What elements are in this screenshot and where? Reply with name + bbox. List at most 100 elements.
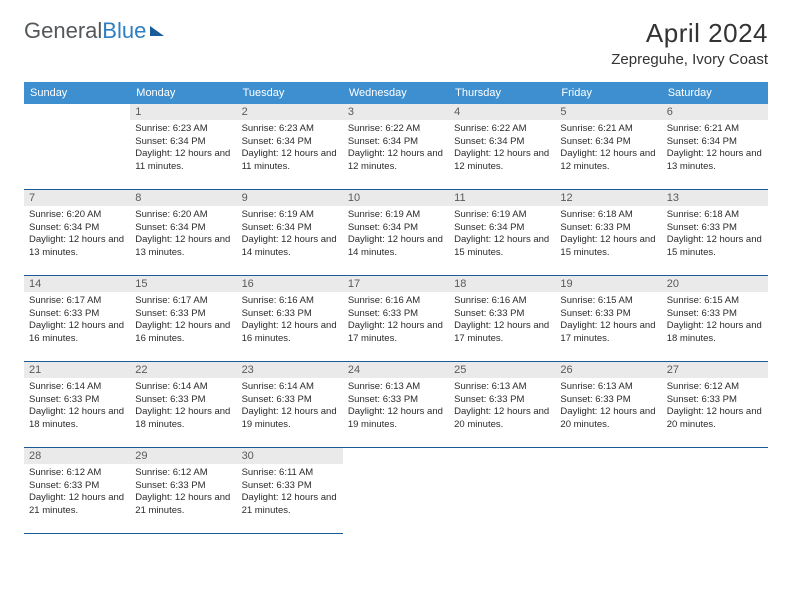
calendar-cell: 19Sunrise: 6:15 AMSunset: 6:33 PMDayligh… xyxy=(555,276,661,362)
sunrise-line: Sunrise: 6:18 AM xyxy=(560,209,656,222)
sunset-line: Sunset: 6:33 PM xyxy=(560,222,656,235)
dayname-sunday: Sunday xyxy=(24,82,130,104)
day-info: Sunrise: 6:19 AMSunset: 6:34 PMDaylight:… xyxy=(343,206,449,263)
daylight-line: Daylight: 12 hours and 15 minutes. xyxy=(560,234,656,259)
day-number: 18 xyxy=(449,276,555,292)
daylight-line: Daylight: 12 hours and 18 minutes. xyxy=(29,406,125,431)
day-number: 12 xyxy=(555,190,661,206)
logo-text-blue: Blue xyxy=(102,18,146,44)
dayname-friday: Friday xyxy=(555,82,661,104)
daylight-line: Daylight: 12 hours and 21 minutes. xyxy=(29,492,125,517)
daylight-line: Daylight: 12 hours and 18 minutes. xyxy=(667,320,763,345)
daylight-line: Daylight: 12 hours and 12 minutes. xyxy=(454,148,550,173)
dayname-row: SundayMondayTuesdayWednesdayThursdayFrid… xyxy=(24,82,768,104)
daylight-line: Daylight: 12 hours and 17 minutes. xyxy=(348,320,444,345)
sunset-line: Sunset: 6:34 PM xyxy=(348,136,444,149)
day-info: Sunrise: 6:22 AMSunset: 6:34 PMDaylight:… xyxy=(449,120,555,177)
calendar-cell: 4Sunrise: 6:22 AMSunset: 6:34 PMDaylight… xyxy=(449,104,555,190)
sunset-line: Sunset: 6:33 PM xyxy=(667,394,763,407)
calendar-cell: 24Sunrise: 6:13 AMSunset: 6:33 PMDayligh… xyxy=(343,362,449,448)
dayname-wednesday: Wednesday xyxy=(343,82,449,104)
sunrise-line: Sunrise: 6:18 AM xyxy=(667,209,763,222)
day-info: Sunrise: 6:15 AMSunset: 6:33 PMDaylight:… xyxy=(555,292,661,349)
day-number: 2 xyxy=(237,104,343,120)
sunrise-line: Sunrise: 6:13 AM xyxy=(348,381,444,394)
day-number: 11 xyxy=(449,190,555,206)
sunrise-line: Sunrise: 6:21 AM xyxy=(667,123,763,136)
calendar-cell: 1Sunrise: 6:23 AMSunset: 6:34 PMDaylight… xyxy=(130,104,236,190)
day-number: 23 xyxy=(237,362,343,378)
sunrise-line: Sunrise: 6:22 AM xyxy=(454,123,550,136)
day-info: Sunrise: 6:12 AMSunset: 6:33 PMDaylight:… xyxy=(24,464,130,521)
day-info: Sunrise: 6:20 AMSunset: 6:34 PMDaylight:… xyxy=(130,206,236,263)
calendar-cell: 25Sunrise: 6:13 AMSunset: 6:33 PMDayligh… xyxy=(449,362,555,448)
daylight-line: Daylight: 12 hours and 12 minutes. xyxy=(560,148,656,173)
sunset-line: Sunset: 6:34 PM xyxy=(242,136,338,149)
sunrise-line: Sunrise: 6:23 AM xyxy=(242,123,338,136)
dayname-saturday: Saturday xyxy=(662,82,768,104)
day-number: 29 xyxy=(130,448,236,464)
dayname-thursday: Thursday xyxy=(449,82,555,104)
sunset-line: Sunset: 6:33 PM xyxy=(29,394,125,407)
calendar-cell: 20Sunrise: 6:15 AMSunset: 6:33 PMDayligh… xyxy=(662,276,768,362)
sunset-line: Sunset: 6:33 PM xyxy=(560,308,656,321)
day-number: 25 xyxy=(449,362,555,378)
calendar-cell xyxy=(555,448,661,534)
calendar-cell: 26Sunrise: 6:13 AMSunset: 6:33 PMDayligh… xyxy=(555,362,661,448)
day-info: Sunrise: 6:20 AMSunset: 6:34 PMDaylight:… xyxy=(24,206,130,263)
day-number: 27 xyxy=(662,362,768,378)
day-number: 16 xyxy=(237,276,343,292)
calendar-cell: 10Sunrise: 6:19 AMSunset: 6:34 PMDayligh… xyxy=(343,190,449,276)
sunrise-line: Sunrise: 6:15 AM xyxy=(667,295,763,308)
day-info: Sunrise: 6:16 AMSunset: 6:33 PMDaylight:… xyxy=(343,292,449,349)
day-info: Sunrise: 6:19 AMSunset: 6:34 PMDaylight:… xyxy=(449,206,555,263)
sunrise-line: Sunrise: 6:16 AM xyxy=(242,295,338,308)
header: GeneralBlue April 2024 Zepreguhe, Ivory … xyxy=(24,18,768,68)
sunset-line: Sunset: 6:33 PM xyxy=(135,480,231,493)
dayname-monday: Monday xyxy=(130,82,236,104)
sunrise-line: Sunrise: 6:19 AM xyxy=(348,209,444,222)
sunset-line: Sunset: 6:34 PM xyxy=(454,222,550,235)
daylight-line: Daylight: 12 hours and 18 minutes. xyxy=(135,406,231,431)
daylight-line: Daylight: 12 hours and 21 minutes. xyxy=(242,492,338,517)
day-info: Sunrise: 6:22 AMSunset: 6:34 PMDaylight:… xyxy=(343,120,449,177)
sunrise-line: Sunrise: 6:20 AM xyxy=(29,209,125,222)
day-info: Sunrise: 6:14 AMSunset: 6:33 PMDaylight:… xyxy=(237,378,343,435)
daylight-line: Daylight: 12 hours and 19 minutes. xyxy=(348,406,444,431)
day-number: 5 xyxy=(555,104,661,120)
day-info: Sunrise: 6:21 AMSunset: 6:34 PMDaylight:… xyxy=(555,120,661,177)
sunset-line: Sunset: 6:34 PM xyxy=(29,222,125,235)
sunrise-line: Sunrise: 6:12 AM xyxy=(667,381,763,394)
day-number: 6 xyxy=(662,104,768,120)
calendar-cell: 2Sunrise: 6:23 AMSunset: 6:34 PMDaylight… xyxy=(237,104,343,190)
location: Zepreguhe, Ivory Coast xyxy=(611,51,768,68)
sunset-line: Sunset: 6:33 PM xyxy=(348,308,444,321)
sunrise-line: Sunrise: 6:13 AM xyxy=(560,381,656,394)
day-info: Sunrise: 6:18 AMSunset: 6:33 PMDaylight:… xyxy=(662,206,768,263)
sunrise-line: Sunrise: 6:19 AM xyxy=(454,209,550,222)
calendar-cell xyxy=(449,448,555,534)
sunrise-line: Sunrise: 6:12 AM xyxy=(135,467,231,480)
sunset-line: Sunset: 6:34 PM xyxy=(135,136,231,149)
daylight-line: Daylight: 12 hours and 20 minutes. xyxy=(454,406,550,431)
dayname-tuesday: Tuesday xyxy=(237,82,343,104)
calendar: SundayMondayTuesdayWednesdayThursdayFrid… xyxy=(24,82,768,534)
sunrise-line: Sunrise: 6:17 AM xyxy=(29,295,125,308)
day-number: 3 xyxy=(343,104,449,120)
sunset-line: Sunset: 6:34 PM xyxy=(348,222,444,235)
daylight-line: Daylight: 12 hours and 13 minutes. xyxy=(135,234,231,259)
daylight-line: Daylight: 12 hours and 11 minutes. xyxy=(135,148,231,173)
title-block: April 2024 Zepreguhe, Ivory Coast xyxy=(611,18,768,68)
day-number: 4 xyxy=(449,104,555,120)
sunset-line: Sunset: 6:33 PM xyxy=(242,480,338,493)
day-number: 21 xyxy=(24,362,130,378)
sunset-line: Sunset: 6:33 PM xyxy=(242,394,338,407)
calendar-cell: 30Sunrise: 6:11 AMSunset: 6:33 PMDayligh… xyxy=(237,448,343,534)
calendar-cell: 3Sunrise: 6:22 AMSunset: 6:34 PMDaylight… xyxy=(343,104,449,190)
calendar-cell: 23Sunrise: 6:14 AMSunset: 6:33 PMDayligh… xyxy=(237,362,343,448)
daylight-line: Daylight: 12 hours and 12 minutes. xyxy=(348,148,444,173)
day-info: Sunrise: 6:19 AMSunset: 6:34 PMDaylight:… xyxy=(237,206,343,263)
sunrise-line: Sunrise: 6:22 AM xyxy=(348,123,444,136)
sunrise-line: Sunrise: 6:21 AM xyxy=(560,123,656,136)
sunrise-line: Sunrise: 6:19 AM xyxy=(242,209,338,222)
